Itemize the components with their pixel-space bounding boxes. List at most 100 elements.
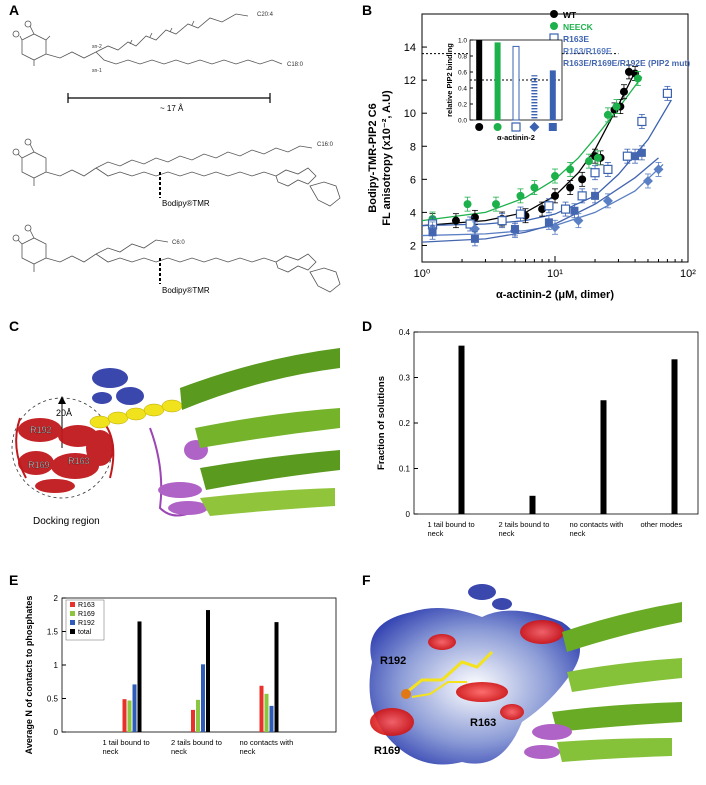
chart-d-fraction: 0 0.1 0.2 0.3 0.4 Fraction of solutions 1 tail… (376, 328, 699, 538)
inset-ytick-label: 0.4 (458, 86, 467, 93)
inset-bar (531, 75, 538, 120)
b-data-point (637, 148, 646, 157)
chain-label-c6-0: C6:0 (172, 240, 185, 246)
d-bar (600, 400, 607, 514)
b-data-point (590, 168, 600, 178)
b-data-point (491, 200, 500, 209)
e-bar-total (274, 622, 279, 732)
panel-label-b: B (362, 2, 373, 18)
b-legend-label: R163/R169E (563, 46, 612, 56)
inset-ytick-label: 0.0 (458, 118, 467, 125)
e-category-label-line1: no contacts with (240, 738, 294, 747)
b-data-point (551, 172, 559, 181)
d-category-label-line1: 1 tail bound to (428, 520, 475, 529)
b-fit-curve-4 (421, 157, 659, 243)
b-data-point (593, 153, 602, 162)
b-data-point (470, 234, 479, 243)
b-xtick-label: 10⁰ (414, 268, 431, 280)
panel-label-d: D (362, 318, 373, 334)
b-data-point (642, 175, 653, 186)
inset-bar-marker (511, 122, 521, 132)
b-data-point (560, 204, 571, 214)
b-ytick-label: 2 (410, 240, 416, 252)
e-bar-r169 (196, 699, 200, 732)
yellow-neck-helix (89, 399, 183, 429)
b-data-point (544, 218, 553, 227)
inset-bar-marker (529, 122, 540, 132)
e-bar-total (206, 610, 210, 732)
e-ytick-label: 2 (54, 594, 59, 603)
panel-label-e: E (9, 572, 19, 588)
b-data-point (544, 201, 554, 211)
b-ytick-label: 14 (404, 42, 416, 54)
red-domain (18, 418, 114, 493)
chart-b-anisotropy: 2 4 6 8 10 12 14 10⁰ 10¹ 10² α-actinin-2 (μM, dime… (367, 10, 696, 301)
b-data-point (573, 215, 584, 226)
b-data-point (577, 191, 587, 201)
e-bar-r192 (269, 705, 274, 732)
d-category-label-line2: neck (570, 529, 586, 538)
b-xlabel: α-actinin-2 (μM, dimer) (496, 289, 614, 301)
b-data-point (662, 88, 672, 98)
d-category-label-line1: 2 tails bound to (499, 520, 550, 529)
b-data-point (516, 191, 525, 200)
e-legend-swatch (70, 602, 75, 607)
d-ytick-label: 0.2 (399, 419, 411, 428)
structure-arachidonoyl-stearoyl-pip2 (12, 13, 283, 66)
chain-label-c18-0: C18:0 (287, 62, 304, 68)
e-bar-r163 (122, 699, 127, 732)
d-ytick-label: 0 (406, 510, 411, 519)
inset-bar (476, 40, 483, 120)
f-residue-label-r169: R169 (374, 745, 400, 757)
e-category-label-line2: neck (171, 747, 187, 756)
b-data-point (515, 209, 526, 219)
b-xtick-label: 10² (680, 268, 696, 280)
d-bar (671, 359, 678, 514)
e-category-label-line1: 2 tails bound to (171, 738, 222, 747)
d-ytick-label: 0.1 (399, 465, 411, 474)
b-legend-label: NEECK (563, 22, 594, 32)
b-legend-label: WT (563, 10, 577, 20)
b-data-point (631, 152, 640, 161)
e-legend-swatch (70, 629, 75, 634)
e-ytick-label: 1 (54, 661, 59, 670)
d-bar (458, 345, 465, 514)
b-ytick-label: 10 (404, 108, 416, 120)
e-legend-label: R169 (78, 611, 95, 618)
b-data-point (510, 224, 519, 233)
d-category-label-line1: other modes (641, 520, 683, 529)
negative-patches (370, 620, 564, 736)
b-data-point (566, 183, 575, 192)
inset-xlabel: α-actinin-2 (497, 133, 535, 142)
b-data-point (624, 67, 633, 76)
b-data-point (470, 213, 479, 222)
b-data-point (465, 219, 475, 229)
b-ytick-label: 12 (404, 75, 416, 87)
inset-bar (549, 70, 556, 120)
structure-bodipy-pip2-c6 (12, 224, 341, 293)
d-bar (529, 495, 536, 514)
b-data-point (530, 183, 539, 192)
green-rods (552, 602, 682, 762)
e-bar-total (137, 621, 142, 732)
e-legend-label: total (78, 629, 92, 636)
distance-label: ~ 17 Å (160, 104, 184, 113)
purple-domain (158, 440, 208, 515)
distance-scale-bar (67, 93, 271, 103)
panel-c-structure-image: 20Å R192 R169 R163 Docking region (11, 348, 340, 527)
structure-bodipy-pip2-c16 (12, 138, 341, 207)
b-xtick-label: 10¹ (547, 268, 563, 280)
panel-label-c: C (9, 318, 20, 334)
e-legend-label: R192 (78, 620, 95, 627)
b-ytick-label: 6 (410, 174, 416, 186)
residue-label-r163: R163 (68, 456, 90, 466)
blue-helix (468, 584, 512, 610)
chain-label-c20-4: C20:4 (257, 12, 274, 18)
b-data-point (551, 191, 559, 200)
b-series-4 (428, 145, 646, 247)
b-data-point (497, 216, 507, 226)
b-data-point (469, 223, 480, 234)
d-category-label-line2: neck (428, 529, 444, 538)
e-category-label-line2: neck (240, 747, 256, 756)
d-plot-frame (413, 331, 699, 515)
